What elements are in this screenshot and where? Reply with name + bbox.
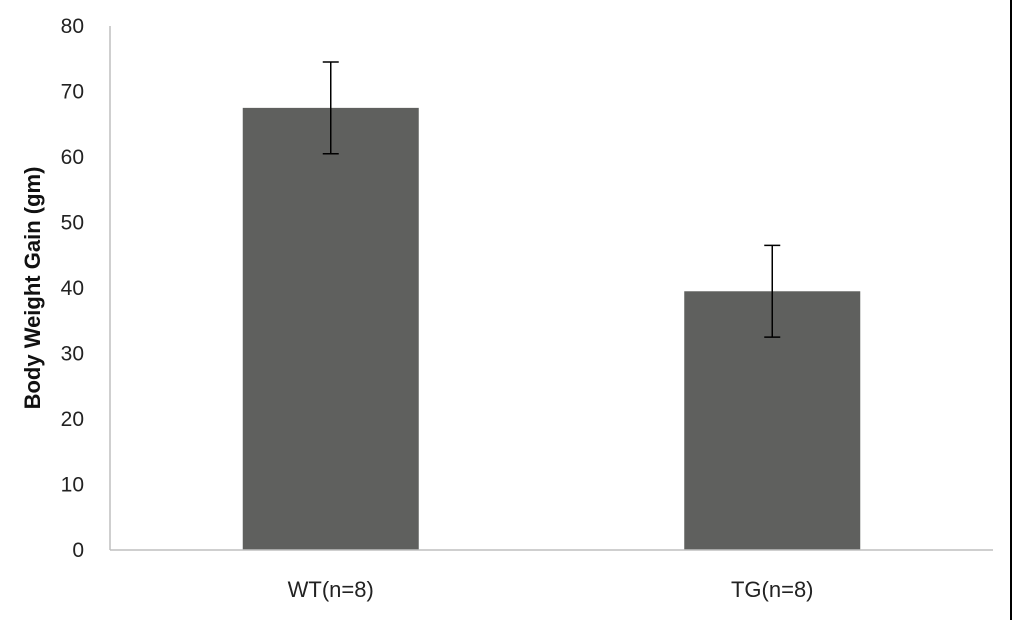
y-tick-label: 20 bbox=[61, 408, 84, 431]
y-tick-label: 50 bbox=[61, 212, 84, 235]
x-category-label: WT(n=8) bbox=[288, 577, 374, 602]
x-category-label: TG(n=8) bbox=[731, 577, 814, 602]
y-tick-label: 70 bbox=[61, 81, 84, 104]
error-bars bbox=[322, 61, 781, 338]
bar bbox=[242, 107, 419, 550]
y-tick-label: 80 bbox=[61, 15, 84, 38]
y-axis-ticks: 0 10 20 30 40 50 60 70 80 bbox=[61, 15, 84, 562]
y-tick-label: 30 bbox=[61, 343, 84, 366]
y-tick-label: 60 bbox=[61, 146, 84, 169]
y-tick-label: 0 bbox=[72, 539, 84, 562]
y-axis-title: Body Weight Gain (gm) bbox=[20, 167, 45, 410]
bars bbox=[242, 107, 861, 550]
x-axis-labels: WT(n=8) TG(n=8) bbox=[288, 577, 814, 602]
y-tick-label: 10 bbox=[61, 474, 84, 497]
y-tick-label: 40 bbox=[61, 277, 84, 300]
